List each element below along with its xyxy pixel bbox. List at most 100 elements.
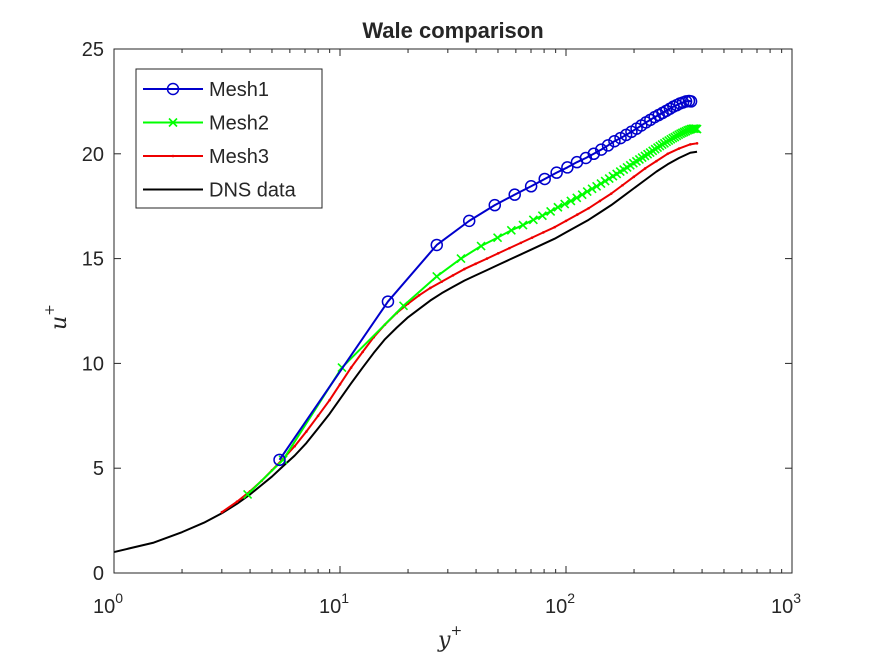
legend-box: [135, 68, 323, 209]
y-tick-label: 15: [82, 249, 104, 271]
x-tick-label-exp: 3: [793, 590, 801, 606]
marker-dot: [542, 231, 545, 234]
series-dns-data: [113, 150, 698, 554]
marker-dot: [235, 500, 239, 504]
marker-dot: [338, 383, 342, 386]
marker-dot: [440, 280, 444, 283]
marker-dot: [463, 267, 466, 271]
x-tick-label-base: 10: [93, 596, 115, 618]
x-tick-label-base: 10: [771, 596, 793, 618]
marker-dot: [643, 167, 647, 170]
marker-dot: [485, 257, 489, 260]
y-tick-label: 20: [82, 144, 104, 166]
legend-label: DNS data: [209, 180, 297, 202]
marker-dot: [688, 143, 692, 146]
legend-item-mesh2: Mesh2: [143, 113, 269, 135]
marker-x: [243, 489, 253, 499]
marker-dot: [361, 350, 364, 354]
marker-dot: [417, 293, 421, 297]
marker-dot: [587, 206, 590, 210]
y-tick-label: 5: [93, 458, 104, 480]
marker-circle: [594, 143, 608, 156]
marker-x: [398, 301, 409, 311]
marker-dot: [695, 142, 699, 145]
marker-dot: [519, 241, 523, 245]
marker-x: [546, 206, 556, 217]
marker-dot: [328, 398, 331, 402]
marker-dot: [553, 225, 556, 229]
marker-dot: [293, 444, 296, 448]
marker-x: [582, 186, 592, 197]
marker-dot: [609, 192, 613, 195]
marker-dot: [508, 246, 511, 250]
marker-circle: [587, 147, 601, 161]
x-tick-label: 100: [93, 590, 123, 618]
legend-items: Mesh1 Mesh2 Mesh3 DNS data: [143, 79, 297, 202]
marker-circle: [508, 188, 521, 201]
marker-circle: [273, 453, 286, 467]
chart-title: Wale comparison: [362, 18, 543, 43]
y-axis-label-sup: +: [42, 304, 58, 316]
marker-circle: [608, 134, 621, 148]
x-tick-label-base: 10: [319, 596, 341, 618]
legend-item-mesh3: Mesh3: [143, 146, 269, 168]
legend: Mesh1 Mesh2 Mesh3 DNS data: [135, 68, 323, 209]
marker-circle: [561, 161, 574, 174]
x-tick-label: 101: [319, 590, 349, 618]
marker-dot: [171, 154, 175, 158]
marker-x: [692, 124, 702, 134]
x-tick-label-exp: 1: [341, 590, 349, 606]
x-tick-label-base: 10: [545, 596, 567, 618]
marker-dot: [632, 175, 636, 179]
marker-x: [506, 225, 516, 235]
marker-x: [577, 190, 587, 200]
plot-lines: [113, 94, 702, 554]
x-tick-label-exp: 0: [115, 590, 123, 606]
x-axis-label: y+: [437, 623, 462, 653]
axes-box: [113, 48, 793, 574]
series-mesh2: [243, 124, 702, 499]
marker-dot: [655, 159, 658, 163]
marker-circle: [601, 139, 615, 152]
marker-x: [596, 178, 606, 189]
x-axis-label-sup: +: [450, 623, 462, 639]
marker-circle: [166, 82, 180, 96]
marker-dot: [677, 147, 681, 150]
series-mesh1: [273, 94, 698, 467]
x-tick-label: 102: [545, 590, 575, 618]
marker-x: [689, 124, 699, 134]
marker-dot: [451, 274, 455, 277]
marker-dot: [316, 414, 320, 418]
legend-label: Mesh3: [209, 146, 269, 168]
marker-circle: [381, 295, 395, 308]
marker-circle: [550, 166, 563, 179]
marker-x: [553, 202, 563, 212]
legend-label: Mesh2: [209, 113, 269, 135]
series-line-dns-data: [113, 150, 698, 554]
marker-dot: [598, 199, 602, 203]
marker-dot: [564, 219, 568, 223]
marker-circle: [430, 238, 444, 252]
marker-dot: [666, 152, 669, 156]
marker-dot: [305, 430, 308, 433]
y-axis-label: u+: [42, 304, 72, 330]
y-tick-label: 0: [93, 563, 104, 585]
marker-x: [566, 196, 576, 206]
marker-x: [528, 215, 538, 225]
marker-x: [587, 184, 597, 194]
legend-label: Mesh1: [209, 79, 269, 101]
marker-circle: [684, 95, 698, 108]
marker-x: [600, 176, 610, 186]
legend-item-dns-data: DNS data: [143, 180, 297, 202]
marker-circle: [538, 172, 551, 186]
marker-x: [168, 117, 178, 128]
x-tick-label-exp: 2: [567, 590, 575, 606]
marker-circle: [462, 214, 476, 228]
marker-x: [592, 181, 602, 191]
x-axis-label-base: y: [437, 628, 451, 653]
marker-x: [572, 193, 582, 203]
marker-x: [537, 211, 547, 221]
marker-x: [560, 199, 570, 209]
